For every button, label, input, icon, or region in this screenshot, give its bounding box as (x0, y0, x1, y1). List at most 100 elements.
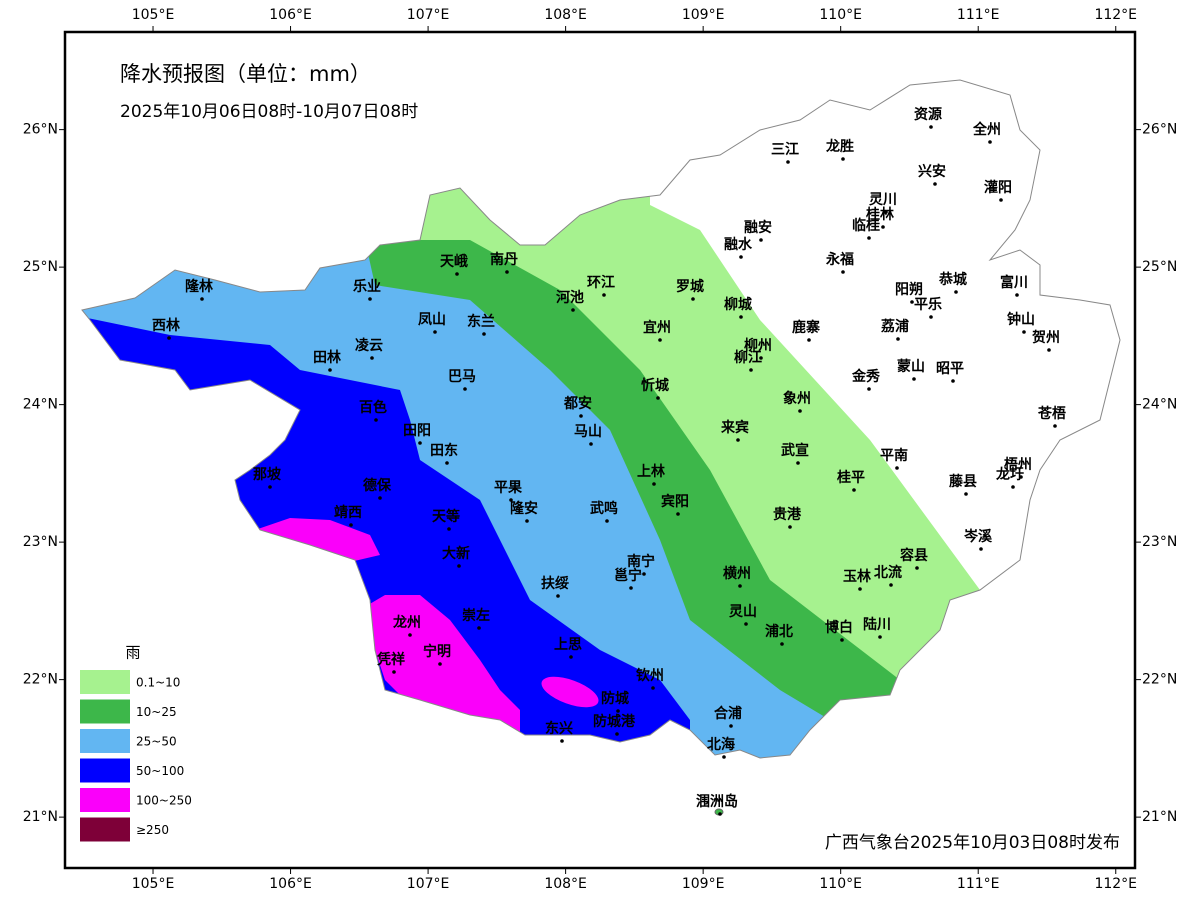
city-label: 宜州 (643, 319, 671, 336)
x-tick-label: 105°E (132, 876, 175, 892)
city-dot (881, 225, 885, 229)
city-label: 田阳 (403, 423, 431, 439)
city-label: 凌云 (355, 337, 383, 354)
city-label: 柳城 (724, 296, 752, 313)
city-label: 苍梧 (1037, 405, 1066, 422)
city-dot (910, 300, 914, 304)
city-label: 全州 (972, 121, 1001, 138)
city-label: 柳州 (744, 337, 772, 354)
city-label: 灌阳 (984, 179, 1012, 196)
legend-swatch (80, 699, 130, 724)
legend-label: 0.1~10 (136, 676, 180, 690)
city-label: 柳江 (734, 349, 762, 366)
city-label: 桂平 (836, 469, 865, 486)
legend-swatch (80, 729, 130, 753)
city-label: 天等 (432, 508, 460, 525)
city-label: 岑溪 (964, 528, 993, 545)
y-tick-label: 26°N (23, 122, 58, 138)
city-label: 乐业 (353, 278, 381, 295)
city-dot (602, 293, 606, 297)
x-tick-label: 109°E (682, 7, 725, 23)
city-label: 田东 (430, 442, 458, 459)
city-label: 河池 (556, 289, 584, 306)
city-dot (509, 498, 513, 502)
x-tick-label: 110°E (819, 7, 862, 23)
x-tick-label: 109°E (682, 876, 725, 892)
city-label: 容县 (899, 547, 928, 564)
city-label: 凭祥 (376, 651, 405, 668)
city-dot (556, 594, 560, 598)
city-dot (482, 332, 486, 336)
city-dot (807, 338, 811, 342)
city-dot (780, 642, 784, 646)
credit: 广西气象台2025年10月03日08时发布 (825, 833, 1120, 853)
y-tick-label: 25°N (23, 259, 58, 275)
city-label: 永福 (825, 251, 854, 268)
legend-swatch (80, 817, 130, 842)
city-dot (605, 519, 609, 523)
city-dot (268, 485, 272, 489)
x-tick-label: 108°E (544, 876, 587, 892)
x-tick-label: 111°E (957, 7, 1000, 23)
y-tick-label: 23°N (23, 534, 58, 550)
city-dot (858, 587, 862, 591)
city-dot (979, 547, 983, 551)
legend-swatch (80, 670, 130, 694)
city-dot (560, 739, 564, 743)
city-dot (951, 379, 955, 383)
x-tick-label: 107°E (407, 876, 450, 892)
rain-zone (255, 518, 380, 562)
city-label: 东兰 (467, 313, 495, 330)
map-subtitle: 2025年10月06日08时-10月07日08时 (120, 102, 418, 122)
city-label: 忻城 (641, 377, 669, 394)
city-label: 罗城 (676, 278, 704, 295)
city-dot (445, 461, 449, 465)
city-dot (616, 709, 620, 713)
rain-zone (541, 676, 599, 708)
city-label: 龙圩 (995, 466, 1024, 483)
city-dot (579, 414, 583, 418)
city-dot (840, 638, 844, 642)
city-label: 崇左 (462, 607, 490, 624)
city-label: 平南 (880, 447, 908, 464)
city-dot (656, 396, 660, 400)
city-label: 南丹 (490, 251, 518, 268)
city-label: 龙州 (392, 614, 421, 631)
y-tick-label: 25°N (1142, 259, 1177, 275)
x-tick-label: 112°E (1094, 876, 1137, 892)
city-label: 灵山 (729, 604, 757, 620)
city-label: 象州 (783, 390, 811, 407)
city-dot (691, 297, 695, 301)
rain-zone (368, 595, 520, 735)
legend-swatch (80, 758, 130, 783)
city-dot (651, 686, 655, 690)
city-label: 钟山 (1007, 311, 1035, 328)
city-dot (988, 140, 992, 144)
city-dot (1053, 424, 1057, 428)
city-dot (896, 337, 900, 341)
city-dot (841, 270, 845, 274)
x-tick-label: 110°E (819, 876, 862, 892)
y-tick-label: 21°N (23, 809, 58, 825)
x-tick-label: 108°E (544, 7, 587, 23)
city-label: 荔浦 (880, 318, 909, 335)
city-label: 金秀 (851, 368, 881, 385)
city-label: 藤县 (949, 473, 977, 490)
city-label: 靖西 (334, 504, 362, 521)
city-label: 富川 (1000, 274, 1028, 291)
city-dot (915, 566, 919, 570)
city-dot (652, 482, 656, 486)
city-dot (505, 270, 509, 274)
city-dot (738, 584, 742, 588)
city-dot (615, 732, 619, 736)
city-label: 贺州 (1031, 329, 1060, 346)
city-label: 桂林 (865, 206, 894, 223)
city-dot (798, 409, 802, 413)
legend-label: ≥250 (136, 823, 169, 837)
city-label: 合浦 (714, 705, 742, 722)
city-label: 玉林 (843, 568, 871, 585)
y-tick-label: 22°N (23, 672, 58, 688)
city-label: 来宾 (720, 419, 749, 436)
city-label: 北流 (874, 564, 902, 581)
